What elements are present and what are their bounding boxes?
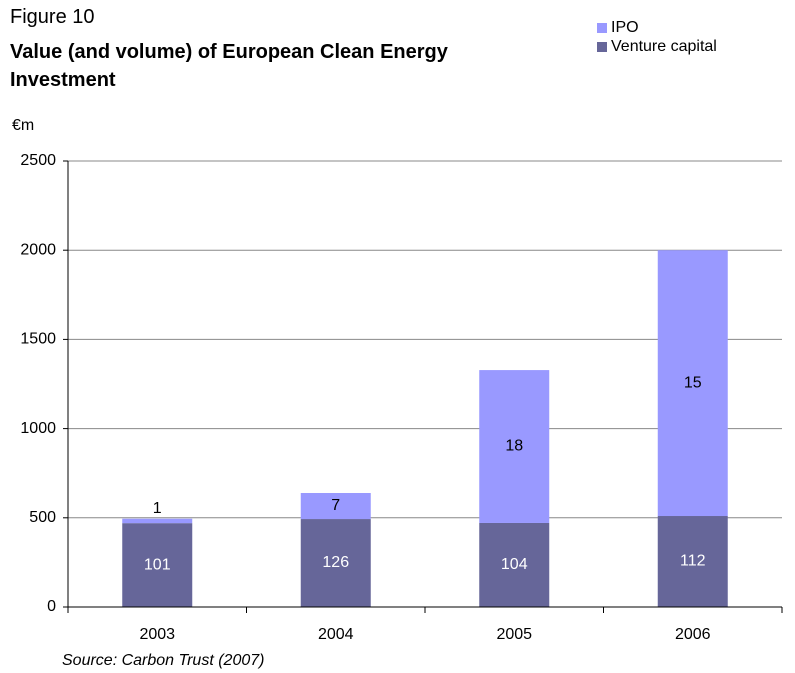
y-tick-label: 1500 bbox=[20, 331, 56, 348]
bar-segment bbox=[300, 519, 371, 607]
legend-label: IPO bbox=[611, 19, 639, 36]
volume-label: 18 bbox=[505, 438, 523, 455]
volume-label: 101 bbox=[144, 556, 171, 573]
volume-label: 104 bbox=[501, 556, 528, 573]
bar-segment bbox=[657, 250, 728, 517]
x-tick-label: 2006 bbox=[675, 626, 711, 643]
bar-segment bbox=[479, 370, 550, 523]
bar-segment bbox=[122, 518, 193, 524]
volume-label: 126 bbox=[322, 554, 349, 571]
x-tick-label: 2004 bbox=[318, 626, 354, 643]
source: Source: Carbon Trust (2007) bbox=[62, 652, 265, 669]
y-tick-label: 2500 bbox=[20, 152, 56, 169]
legend-swatch bbox=[597, 23, 607, 33]
bar-segment bbox=[122, 523, 193, 607]
figure-label: Figure 10 bbox=[10, 6, 95, 28]
y-tick-label: 500 bbox=[29, 509, 56, 526]
chart-title: Value (and volume) of European Clean Ene… bbox=[10, 41, 448, 91]
y-tick-label: 1000 bbox=[20, 420, 56, 437]
bar-segment bbox=[479, 522, 550, 607]
y-tick-label: 0 bbox=[47, 598, 56, 615]
x-tick-label: 2003 bbox=[139, 626, 175, 643]
y-axis-label: €m bbox=[12, 117, 35, 134]
volume-label: 112 bbox=[680, 553, 706, 570]
x-tick-label: 2005 bbox=[496, 626, 532, 643]
y-tick-label: 2000 bbox=[20, 241, 56, 258]
legend-label: Venture capital bbox=[611, 38, 717, 55]
volume-label: 7 bbox=[331, 497, 340, 514]
legend-swatch bbox=[597, 42, 607, 52]
volume-label: 15 bbox=[684, 374, 702, 391]
volume-label: 1 bbox=[153, 500, 162, 517]
bar-segment bbox=[300, 493, 371, 520]
bar-segment bbox=[657, 516, 728, 607]
